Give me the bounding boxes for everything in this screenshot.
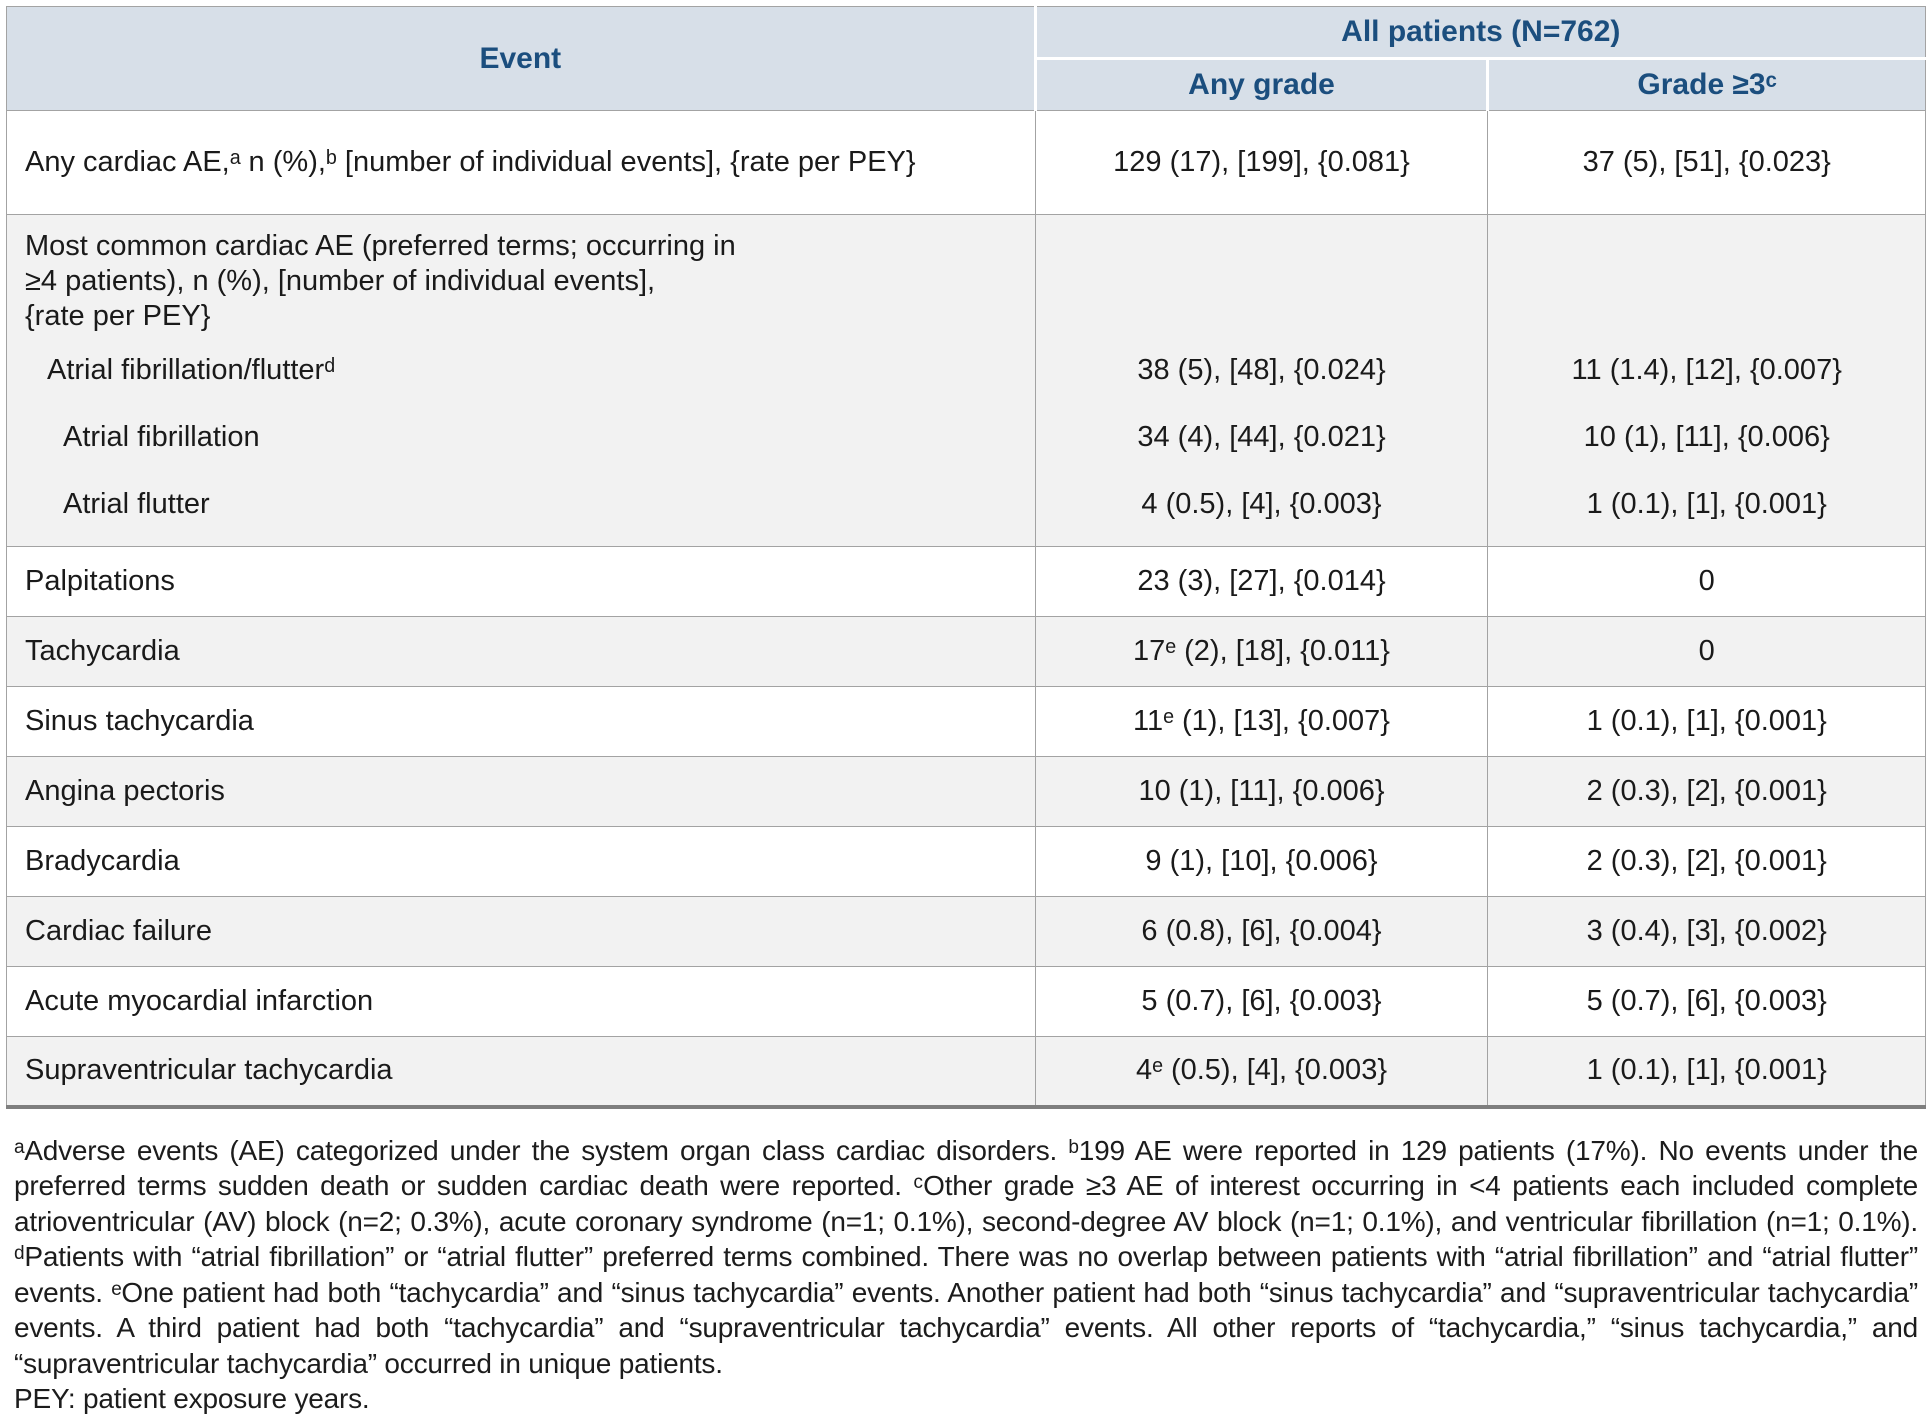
- table-footnotes: ᵃAdverse events (AE) categorized under t…: [6, 1133, 1926, 1417]
- any-grade-value: 129 (17), [199], {0.081}: [1034, 110, 1489, 215]
- table-row: Cardiac failure 6 (0.8), [6], {0.004} 3 …: [6, 896, 1926, 967]
- event-label: Angina pectoris: [6, 756, 1036, 827]
- all-patients-header: All patients (N=762): [1033, 6, 1927, 60]
- grade-ge3-value: 3 (0.4), [3], {0.002}: [1487, 896, 1926, 967]
- any-grade-value: 9 (1), [10], {0.006}: [1034, 826, 1489, 897]
- block-heading-line: {rate per PEY}: [25, 300, 211, 332]
- any-grade-value: 34 (4), [44], {0.021}: [1137, 421, 1386, 453]
- table-row: Sinus tachycardia 11ᵉ (1), [13], {0.007}…: [6, 686, 1926, 757]
- block-heading-line: Most common cardiac AE (preferred terms;…: [25, 230, 736, 262]
- grade-ge3-value: 1 (0.1), [1], {0.001}: [1487, 1036, 1926, 1109]
- grade-ge3-value: 1 (0.1), [1], {0.001}: [1487, 686, 1926, 757]
- table-row: Angina pectoris 10 (1), [11], {0.006} 2 …: [6, 756, 1926, 827]
- table-row: Any cardiac AE,ᵃ n (%),ᵇ [number of indi…: [6, 110, 1926, 215]
- spacer: [1036, 215, 1488, 337]
- grade-ge3-value: 11 (1.4), [12], {0.007}: [1571, 354, 1842, 386]
- event-label: Palpitations: [6, 546, 1036, 617]
- table-row: Bradycardia 9 (1), [10], {0.006} 2 (0.3)…: [6, 826, 1926, 897]
- cardiac-ae-table: Event All patients (N=762) Any grade Gra…: [6, 6, 1927, 1109]
- grade-ge3-value: 2 (0.3), [2], {0.001}: [1487, 826, 1926, 897]
- any-grade-value: 4 (0.5), [4], {0.003}: [1141, 488, 1382, 520]
- any-grade-value: 4ᵉ (0.5), [4], {0.003}: [1034, 1036, 1489, 1109]
- any-grade-value: 10 (1), [11], {0.006}: [1034, 756, 1489, 827]
- table-header: Event All patients (N=762) Any grade Gra…: [6, 6, 1927, 111]
- any-grade-value: 38 (5), [48], {0.024}: [1137, 354, 1386, 386]
- event-label: Atrial fibrillation: [63, 421, 260, 453]
- grade-ge3-value: 0: [1487, 616, 1926, 687]
- event-label: Any cardiac AE,ᵃ n (%),ᵇ [number of indi…: [6, 110, 1036, 215]
- any-grade-value: 17ᵉ (2), [18], {0.011}: [1034, 616, 1489, 687]
- any-grade-value: 6 (0.8), [6], {0.004}: [1034, 896, 1489, 967]
- table-row: Acute myocardial infarction 5 (0.7), [6]…: [6, 966, 1926, 1037]
- any-grade-value: 5 (0.7), [6], {0.003}: [1034, 966, 1489, 1037]
- any-grade-value: 11ᵉ (1), [13], {0.007}: [1034, 686, 1489, 757]
- any-grade-value: 23 (3), [27], {0.014}: [1034, 546, 1489, 617]
- grade-ge3-value: 37 (5), [51], {0.023}: [1487, 110, 1926, 215]
- table-row: Supraventricular tachycardia 4ᵉ (0.5), […: [6, 1036, 1926, 1109]
- block-grade-ge3-cell: 11 (1.4), [12], {0.007} 10 (1), [11], {0…: [1487, 214, 1926, 547]
- grade-ge3-value: 2 (0.3), [2], {0.001}: [1487, 756, 1926, 827]
- table-row: Palpitations 23 (3), [27], {0.014} 0: [6, 546, 1926, 617]
- event-column-header: Event: [6, 6, 1037, 111]
- event-label: Atrial fibrillation/flutterᵈ: [47, 354, 336, 386]
- grade-ge3-value: 0: [1487, 546, 1926, 617]
- event-label: Atrial flutter: [63, 488, 210, 520]
- event-label: Supraventricular tachycardia: [6, 1036, 1036, 1109]
- event-label: Bradycardia: [6, 826, 1036, 897]
- event-label: Tachycardia: [6, 616, 1036, 687]
- footnote-pey-definition: PEY: patient exposure years.: [14, 1383, 370, 1414]
- grade-ge3-column-header: Grade ≥3ᶜ: [1486, 58, 1926, 111]
- grade-ge3-value: 1 (0.1), [1], {0.001}: [1586, 488, 1827, 520]
- table-row: Tachycardia 17ᵉ (2), [18], {0.011} 0: [6, 616, 1926, 687]
- grade-ge3-value: 10 (1), [11], {0.006}: [1583, 421, 1830, 453]
- block-heading-line: ≥4 patients), n (%), [number of individu…: [25, 265, 656, 297]
- footnote-text: ᵃAdverse events (AE) categorized under t…: [14, 1134, 1918, 1379]
- event-label: Cardiac failure: [6, 896, 1036, 967]
- table-row-most-common-block: Most common cardiac AE (preferred terms;…: [6, 214, 1926, 547]
- event-label: Sinus tachycardia: [6, 686, 1036, 757]
- spacer: [1488, 215, 1925, 337]
- grade-ge3-value: 5 (0.7), [6], {0.003}: [1487, 966, 1926, 1037]
- event-label: Acute myocardial infarction: [6, 966, 1036, 1037]
- block-any-grade-cell: 38 (5), [48], {0.024} 34 (4), [44], {0.0…: [1034, 214, 1489, 547]
- any-grade-column-header: Any grade: [1033, 58, 1490, 111]
- block-event-cell: Most common cardiac AE (preferred terms;…: [6, 214, 1036, 547]
- block-heading: Most common cardiac AE (preferred terms;…: [7, 215, 1035, 337]
